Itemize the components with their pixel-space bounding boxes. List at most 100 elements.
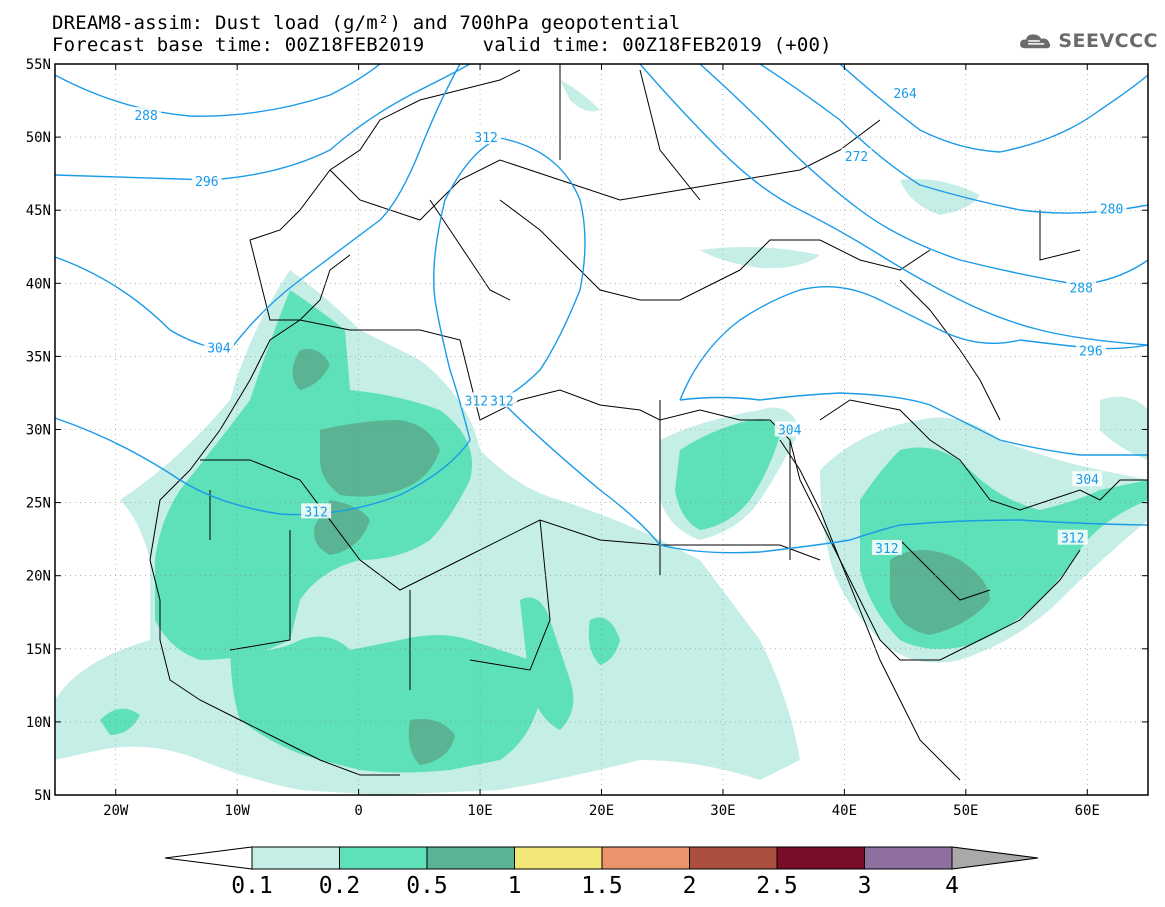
contour-label: 312	[304, 505, 327, 520]
dust-area-high	[320, 420, 440, 497]
colorbar-level-label: 4	[945, 873, 959, 899]
contour-label: 296	[1079, 345, 1102, 360]
coastline-iberia	[249, 239, 351, 321]
contour-label: 304	[778, 424, 802, 439]
contour-label: 312	[474, 131, 497, 146]
colorbar-level-label: 3	[858, 873, 872, 899]
contour-label: 280	[1100, 203, 1123, 218]
contour-line-288	[55, 64, 381, 117]
lat-tick-label: 45N	[26, 203, 51, 219]
chart-subtitle-times: Forecast base time: 00Z18FEB2019 valid t…	[52, 34, 832, 56]
dust-area-low	[560, 80, 600, 112]
contour-label: 304	[207, 342, 231, 357]
colorbar-swatch	[514, 846, 603, 870]
coastline-red-sea	[779, 439, 1081, 661]
contour-label-bg	[1072, 471, 1103, 487]
contour-label: 272	[845, 150, 868, 165]
colorbar-swatch	[339, 846, 428, 870]
coastline-balkans	[499, 199, 741, 301]
lat-tick-label: 25N	[26, 496, 51, 512]
contour-label-bg	[890, 85, 921, 101]
axis-ticks: 55N 50N 45N 40N 35N 30N 25N 20N 15N 10N 5N 20W 10W 0 1…	[26, 57, 1148, 819]
dust-load-shading	[55, 80, 1148, 795]
dust-area-low	[1100, 396, 1148, 460]
lon-tick-label: 10E	[467, 803, 492, 819]
contour-label-bg	[471, 129, 502, 145]
lon-tick-label: 0	[354, 803, 362, 819]
contour-label-bg	[461, 392, 492, 408]
coastlines-borders	[149, 64, 1148, 781]
lon-tick-label: 20W	[103, 803, 129, 819]
dust-area-high	[292, 349, 330, 390]
lat-tick-label: 20N	[26, 569, 51, 585]
lon-tick-label: 20E	[589, 803, 614, 819]
lat-tick-label: 50N	[26, 130, 51, 146]
colorbar-level-label: 1.5	[581, 873, 623, 899]
lat-tick-label: 40N	[26, 276, 51, 292]
coastline-black-sea	[739, 239, 931, 271]
contour-label: 288	[1069, 282, 1092, 297]
colorbar-swatch	[601, 846, 690, 870]
colorbar-level-label: 2	[683, 873, 697, 899]
coastline-italy	[429, 199, 511, 301]
contour-line-304-east	[679, 286, 1148, 456]
colorbar-level-label: 0.2	[319, 873, 361, 899]
colorbar-level-label: 0.1	[231, 873, 273, 899]
dust-area-low	[700, 246, 820, 269]
contour-label-bg	[1066, 279, 1097, 295]
contour-label: 312	[490, 394, 513, 409]
lat-tick-label: 15N	[26, 642, 51, 658]
contour-label-bg	[841, 148, 872, 164]
border-lines	[329, 64, 881, 221]
dust-area-low	[900, 179, 980, 215]
contour-label-bg	[203, 339, 234, 355]
dust-area-mid	[230, 635, 540, 773]
lon-tick-label: 30E	[710, 803, 735, 819]
lat-tick-label: 30N	[26, 423, 51, 439]
contour-label-bg	[191, 172, 222, 188]
lat-tick-label: 5N	[34, 788, 51, 804]
contour-label: 304	[1076, 473, 1100, 488]
contour-label: 312	[465, 394, 488, 409]
colorbar-under-arrow	[164, 846, 253, 870]
lat-tick-label: 55N	[26, 57, 51, 73]
contour-line-304	[55, 64, 461, 351]
lat-tick-label: 10N	[26, 715, 51, 731]
contour-line-296	[55, 64, 471, 181]
contour-label-bg	[1096, 200, 1127, 216]
lon-tick-label: 50E	[953, 803, 978, 819]
chart-title: DREAM8-assim: Dust load (g/m²) and 700hP…	[52, 12, 681, 34]
contour-label-bg	[1075, 342, 1106, 358]
contour-label: 264	[893, 87, 917, 102]
contour-label: 288	[134, 109, 157, 124]
contour-label-bg	[486, 392, 517, 408]
dust-area-high	[408, 719, 455, 765]
border-lines	[200, 459, 821, 591]
contour-line-280	[759, 64, 1148, 214]
colorbar-swatch	[864, 846, 953, 870]
contour-line-312-west	[55, 137, 1148, 554]
colorbar: 0.1 0.2 0.5 1 1.5 2 2.5 3 4	[164, 846, 1039, 899]
seevccc-logo: SEEVCCC	[1018, 26, 1158, 56]
dust-area-high	[890, 550, 990, 635]
lon-tick-label: 10W	[225, 803, 251, 819]
dust-area-mid	[675, 419, 780, 530]
lon-tick-label: 60E	[1075, 803, 1100, 819]
coastline-west-africa	[149, 559, 400, 776]
logo-text: SEEVCCC	[1058, 30, 1158, 52]
coastline-europe-africa	[149, 319, 961, 781]
dust-area-mid	[155, 290, 472, 660]
contour-label: 296	[195, 175, 218, 190]
contour-label-bg	[774, 421, 805, 437]
colorbar-over-arrow	[951, 846, 1039, 870]
border-lines	[209, 400, 991, 690]
colorbar-level-label: 1	[508, 873, 522, 899]
cloud-logo-icon	[1020, 34, 1051, 49]
colorbar-level-label: 0.5	[406, 873, 448, 899]
contour-label: 312	[875, 542, 898, 557]
lon-tick-label: 40E	[832, 803, 857, 819]
colorbar-swatch	[776, 846, 865, 870]
contour-line-272	[839, 64, 1148, 153]
